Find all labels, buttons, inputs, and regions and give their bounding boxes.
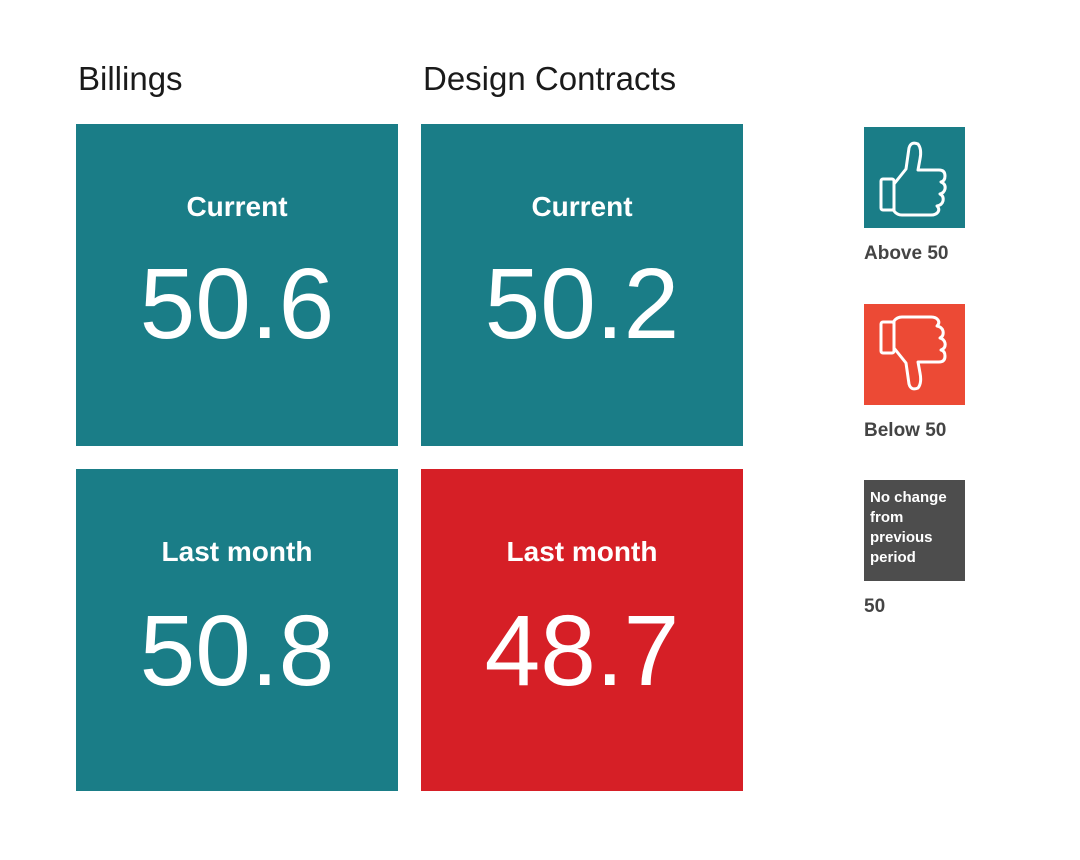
tile-label: Current [186,191,288,222]
tile-label: Last month [161,536,313,567]
thumbs-down-icon [879,315,947,391]
tile-label: Last month [506,536,658,567]
legend-no-change-box: No change from previous period [864,480,965,581]
tile-design-contracts-current: Current 50.2 [421,124,743,446]
tile-label: Current [531,191,633,222]
legend-below-box [864,304,965,405]
legend-no-change-label: 50 [864,596,886,617]
column-title-billings: Billings [78,60,183,97]
tile-value: 48.7 [484,595,680,707]
legend-above-label: Above 50 [864,243,949,264]
tile-value: 50.2 [484,248,680,360]
tile-design-contracts-last-month: Last month 48.7 [421,469,743,791]
column-title-design-contracts: Design Contracts [423,60,677,97]
legend-below-label: Below 50 [864,420,947,441]
tile-billings-current: Current 50.6 [76,124,398,446]
thumbs-up-icon [879,141,947,217]
tile-value: 50.6 [139,248,335,360]
tile-value: 50.8 [139,595,335,707]
legend-above-box [864,127,965,228]
tile-billings-last-month: Last month 50.8 [76,469,398,791]
